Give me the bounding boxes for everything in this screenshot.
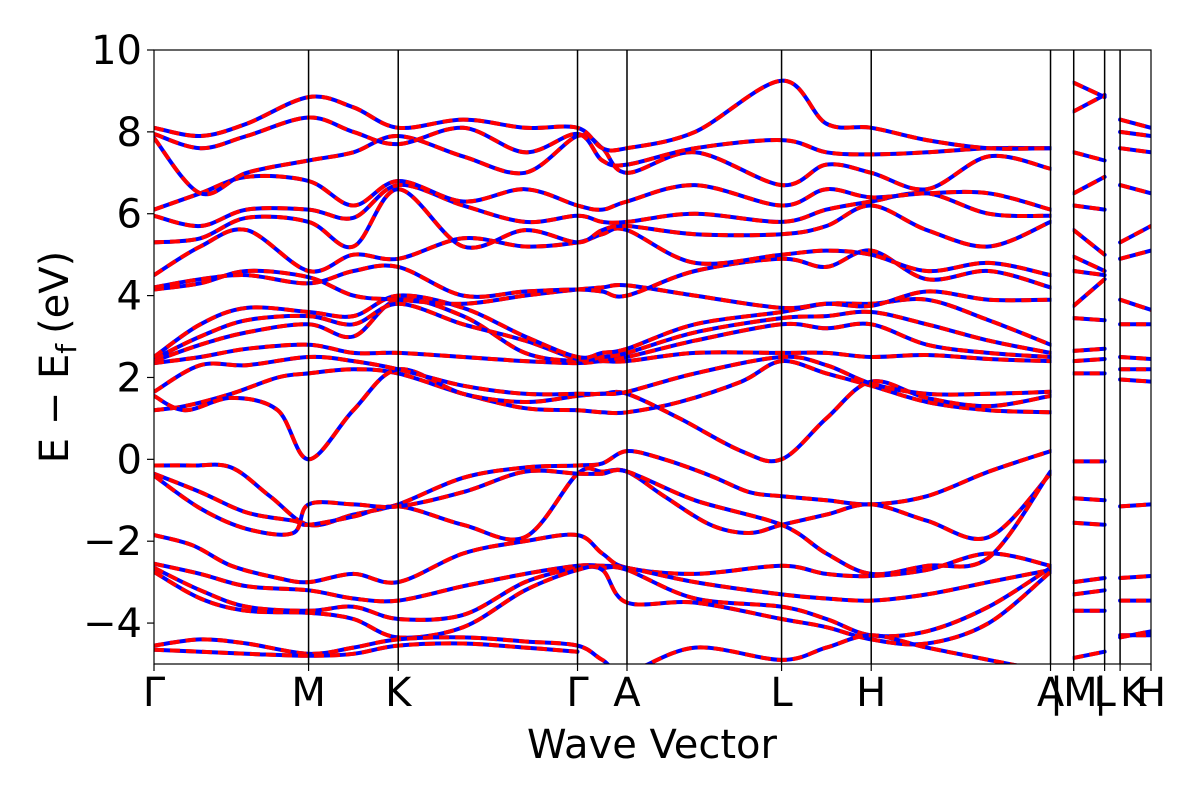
band-59-red-dashed-line bbox=[1119, 129, 1151, 138]
band-50-red-dashed-line bbox=[1119, 377, 1151, 384]
y-tick-label-5: 6 bbox=[117, 192, 142, 238]
band-28-red-dashed-line bbox=[1073, 576, 1105, 585]
y-axis-ticks: −4 −2 0 2 4 6 8 10 bbox=[83, 28, 154, 647]
band-18-red-dashed-line bbox=[154, 226, 1051, 278]
band-52-red-dashed-line bbox=[1119, 355, 1151, 361]
x-tick-label-3: Γ bbox=[566, 670, 589, 716]
y-tick-label-4: 4 bbox=[117, 274, 142, 320]
band-31-red-dashed-line bbox=[1073, 649, 1105, 660]
y-axis-label-main: E − E bbox=[32, 354, 78, 464]
band-55-red-dashed-line bbox=[1119, 248, 1151, 261]
x-tick-label-9: L bbox=[1093, 670, 1116, 716]
band-26-red-dashed-line bbox=[1073, 496, 1105, 503]
band-19-blue-line bbox=[154, 187, 1053, 250]
band-57-red-dashed-line bbox=[1119, 183, 1151, 196]
band-29-red-dashed-line bbox=[1073, 588, 1105, 597]
band-21-red-dashed-line bbox=[154, 173, 1052, 212]
band-17-red-dashed-line bbox=[154, 248, 1052, 299]
band-40-red-dashed-line bbox=[1073, 203, 1105, 212]
x-tick-label-0: Γ bbox=[143, 670, 166, 716]
band-34-red-dashed-line bbox=[1073, 346, 1105, 353]
band-5-red-dashed-line bbox=[154, 564, 1052, 639]
band-49-red-dashed-line bbox=[1119, 629, 1151, 640]
band-36-red-dashed-line bbox=[1072, 277, 1106, 308]
band-60-red-dashed-line bbox=[1119, 117, 1151, 130]
x-tick-label-1: M bbox=[291, 670, 326, 716]
y-tick-label-7: 10 bbox=[91, 28, 142, 74]
band-27-red-dashed-line bbox=[1073, 520, 1105, 527]
band-19-red-dashed-line bbox=[154, 187, 1052, 250]
y-axis-label-subscript: f bbox=[50, 343, 83, 354]
x-tick-label-6: H bbox=[856, 670, 886, 716]
x-tick-label-5: L bbox=[770, 670, 793, 716]
band-41-red-dashed-line bbox=[1072, 175, 1106, 196]
band-35-red-dashed-line bbox=[1073, 316, 1105, 323]
x-tick-label-4: A bbox=[613, 670, 641, 716]
kpoint-dividers bbox=[307, 50, 1121, 664]
x-tick-label-8: |M bbox=[1050, 670, 1098, 716]
y-tick-label-0: −4 bbox=[83, 601, 142, 647]
band-38-red-dashed-line bbox=[1072, 254, 1106, 273]
band-45-red-dashed-line bbox=[1119, 502, 1151, 509]
band-9-red-dashed-line bbox=[154, 359, 1051, 416]
band-33-red-dashed-line bbox=[1073, 357, 1105, 364]
band-22-red-dashed-line bbox=[154, 133, 1051, 197]
x-tick-label-7: A bbox=[1037, 670, 1065, 716]
y-axis-label: E − Ef (eV) bbox=[32, 251, 83, 464]
band-5-blue-line bbox=[154, 564, 1053, 639]
band-23-red-dashed-line bbox=[154, 115, 1051, 168]
band-2-blue-line bbox=[154, 468, 1053, 577]
plot-frame bbox=[153, 49, 1152, 665]
band-1-blue-line bbox=[154, 466, 1053, 542]
band-54-red-dashed-line bbox=[1119, 297, 1151, 312]
band-58-red-dashed-line bbox=[1119, 146, 1151, 155]
band-42-red-dashed-line bbox=[1073, 150, 1106, 163]
x-tick-label-10: | K bbox=[1094, 670, 1148, 716]
band-10-red-dashed-line bbox=[154, 367, 1051, 464]
band-24-blue-line bbox=[154, 78, 1053, 153]
band-44-red-dashed-line bbox=[1072, 80, 1106, 99]
y-tick-label-1: −2 bbox=[83, 519, 142, 565]
band-3-red-dashed-line bbox=[154, 532, 1051, 585]
path-gap-0 bbox=[1051, 50, 1073, 664]
band-9-blue-line bbox=[154, 359, 1053, 416]
band-1-red-dashed-line bbox=[154, 466, 1052, 542]
x-axis-ticks: Γ M K Γ A L H A|ML| KH bbox=[143, 664, 1166, 716]
y-tick-label-6: 8 bbox=[117, 110, 142, 156]
band-20-red-dashed-line bbox=[154, 183, 1051, 229]
band-3-blue-line bbox=[154, 532, 1053, 585]
x-tick-label-11: H bbox=[1136, 670, 1166, 716]
y-tick-label-3: 2 bbox=[117, 355, 142, 401]
band-24-red-dashed-line bbox=[154, 78, 1051, 153]
band-39-red-dashed-line bbox=[1072, 228, 1106, 257]
x-tick-label-2: K bbox=[385, 670, 413, 716]
x-axis-label: Wave Vector bbox=[527, 722, 778, 768]
band-8-red-dashed-line bbox=[154, 641, 578, 658]
band-2-red-dashed-line bbox=[154, 468, 1053, 577]
band-56-red-dashed-line bbox=[1119, 224, 1151, 245]
band-46-red-dashed-line bbox=[1119, 574, 1151, 580]
y-axis-label-unit: (eV) bbox=[32, 251, 78, 334]
y-tick-label-2: 0 bbox=[117, 437, 142, 483]
band-43-red-dashed-line bbox=[1072, 93, 1106, 114]
band-10-blue-line bbox=[154, 367, 1053, 464]
band-37-red-dashed-line bbox=[1073, 269, 1105, 278]
band-curves bbox=[154, 50, 1151, 664]
